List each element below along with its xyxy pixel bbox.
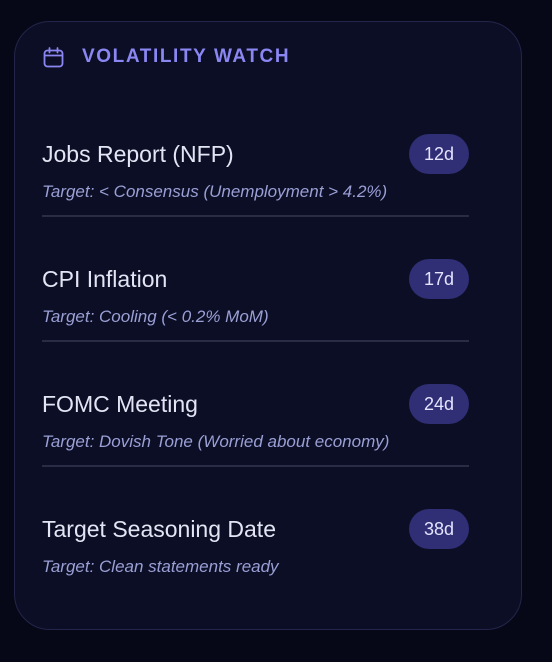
event-name: Jobs Report (NFP) bbox=[42, 141, 234, 167]
days-remaining-badge: 24d bbox=[408, 384, 469, 424]
event-name: Target Seasoning Date bbox=[42, 516, 276, 542]
event-target: Target: Dovish Tone (Worried about econo… bbox=[42, 432, 390, 451]
panel-header: VOLATILITY WATCH bbox=[42, 46, 290, 68]
event-target: Target: < Consensus (Unemployment > 4.2%… bbox=[42, 182, 388, 201]
panel-title: VOLATILITY WATCH bbox=[82, 46, 291, 67]
divider bbox=[42, 465, 469, 467]
event-name: FOMC Meeting bbox=[42, 391, 198, 417]
event-target: Target: Clean statements ready bbox=[42, 557, 279, 576]
days-remaining-badge: 38d bbox=[408, 509, 469, 549]
days-remaining-badge: 17d bbox=[408, 259, 469, 299]
days-remaining-badge: 12d bbox=[408, 134, 469, 174]
divider bbox=[42, 215, 469, 217]
calendar-icon bbox=[42, 46, 64, 68]
divider bbox=[42, 340, 469, 342]
event-target: Target: Cooling (< 0.2% MoM) bbox=[42, 307, 269, 326]
event-name: CPI Inflation bbox=[42, 266, 168, 292]
